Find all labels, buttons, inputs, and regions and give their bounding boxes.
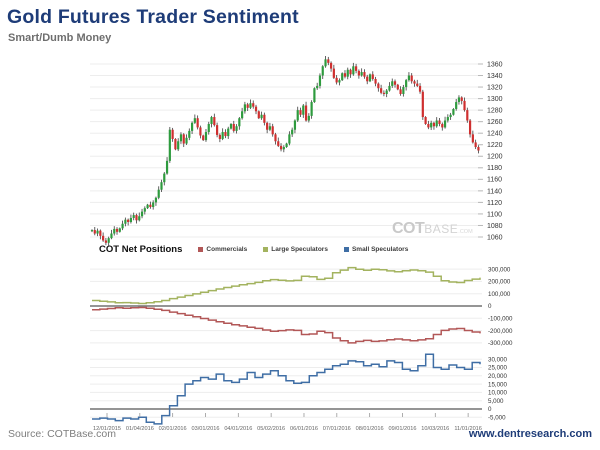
svg-text:100,000: 100,000: [488, 291, 511, 298]
footer: Source: COTBase.com www.dentresearch.com: [8, 428, 592, 440]
svg-text:1100: 1100: [487, 211, 502, 218]
svg-text:11/01/2016: 11/01/2016: [454, 426, 482, 432]
svg-text:10/03/2016: 10/03/2016: [421, 426, 449, 432]
svg-text:5,000: 5,000: [488, 398, 504, 405]
svg-text:05/02/2016: 05/02/2016: [257, 426, 285, 432]
svg-text:12/01/2015: 12/01/2015: [93, 426, 121, 432]
svg-text:20,000: 20,000: [488, 373, 507, 380]
svg-text:1300: 1300: [487, 96, 503, 103]
svg-text:-300,000: -300,000: [488, 340, 513, 347]
svg-text:03/01/2016: 03/01/2016: [191, 426, 219, 432]
svg-text:1160: 1160: [487, 177, 502, 184]
svg-text:1200: 1200: [487, 154, 503, 161]
source-link[interactable]: Source: COTBase.com: [8, 428, 116, 440]
legend-label-commercials: Commercials: [206, 246, 248, 253]
dentresearch-link[interactable]: www.dentresearch.com: [468, 428, 592, 440]
svg-text:1280: 1280: [487, 108, 503, 115]
svg-text:01/04/2016: 01/04/2016: [126, 426, 154, 432]
page-subtitle: Smart/Dumb Money: [8, 32, 112, 44]
svg-text:1120: 1120: [487, 200, 502, 207]
legend-item-small-speculators: Small Speculators: [343, 246, 409, 253]
cotbase-watermark: COT BASE .COM: [392, 220, 473, 238]
watermark-com-text: .COM: [458, 229, 473, 235]
svg-text:1080: 1080: [487, 223, 503, 230]
cot-legend-title: COT Net Positions: [99, 244, 183, 255]
svg-text:1140: 1140: [487, 188, 502, 195]
svg-text:1220: 1220: [487, 142, 503, 149]
svg-text:04/01/2016: 04/01/2016: [224, 426, 252, 432]
cot-legend: COT Net Positions Commercials Large Spec…: [99, 244, 424, 255]
legend-label-large-speculators: Large Speculators: [271, 246, 328, 253]
svg-text:25,000: 25,000: [488, 365, 507, 372]
cot-net-positions-chart: 300,000 200,000 100,000 0 -100,000 -200,000 -3…: [90, 266, 513, 347]
legend-swatch-small-speculators-icon: [343, 247, 349, 252]
svg-text:09/01/2016: 09/01/2016: [388, 426, 416, 432]
svg-text:1320: 1320: [487, 84, 503, 91]
svg-text:1240: 1240: [487, 131, 503, 138]
svg-text:-5,000: -5,000: [488, 415, 506, 422]
svg-text:30,000: 30,000: [488, 356, 507, 363]
svg-text:07/01/2016: 07/01/2016: [323, 426, 351, 432]
legend-item-commercials: Commercials: [198, 246, 247, 253]
svg-text:1360: 1360: [487, 61, 503, 68]
svg-text:1060: 1060: [487, 234, 503, 241]
svg-text:08/01/2016: 08/01/2016: [356, 426, 384, 432]
svg-text:06/01/2016: 06/01/2016: [290, 426, 318, 432]
svg-text:0: 0: [488, 406, 492, 413]
legend-item-large-speculators: Large Speculators: [263, 246, 328, 253]
legend-swatch-commercials-icon: [198, 247, 204, 252]
svg-text:-100,000: -100,000: [488, 316, 513, 323]
svg-text:0: 0: [488, 303, 492, 310]
svg-text:1180: 1180: [487, 165, 502, 172]
legend-label-small-speculators: Small Speculators: [351, 246, 409, 253]
gold-price-candlestick-chart: 1360 1340 1320 1300 1280 1260 1240 1220 1200 1180…: [90, 55, 503, 246]
svg-text:200,000: 200,000: [488, 279, 511, 286]
svg-text:15,000: 15,000: [488, 381, 507, 388]
watermark-base-text: BASE: [424, 222, 459, 236]
watermark-cot-text: COT: [392, 220, 425, 237]
svg-text:10,000: 10,000: [488, 390, 507, 397]
svg-text:1260: 1260: [487, 119, 503, 126]
legend-swatch-large-speculators-icon: [263, 247, 269, 252]
svg-text:-200,000: -200,000: [488, 328, 513, 335]
page-title: Gold Futures Trader Sentiment: [7, 6, 299, 28]
svg-text:1340: 1340: [487, 73, 503, 80]
svg-text:300,000: 300,000: [488, 266, 511, 273]
svg-text:02/01/2016: 02/01/2016: [159, 426, 187, 432]
